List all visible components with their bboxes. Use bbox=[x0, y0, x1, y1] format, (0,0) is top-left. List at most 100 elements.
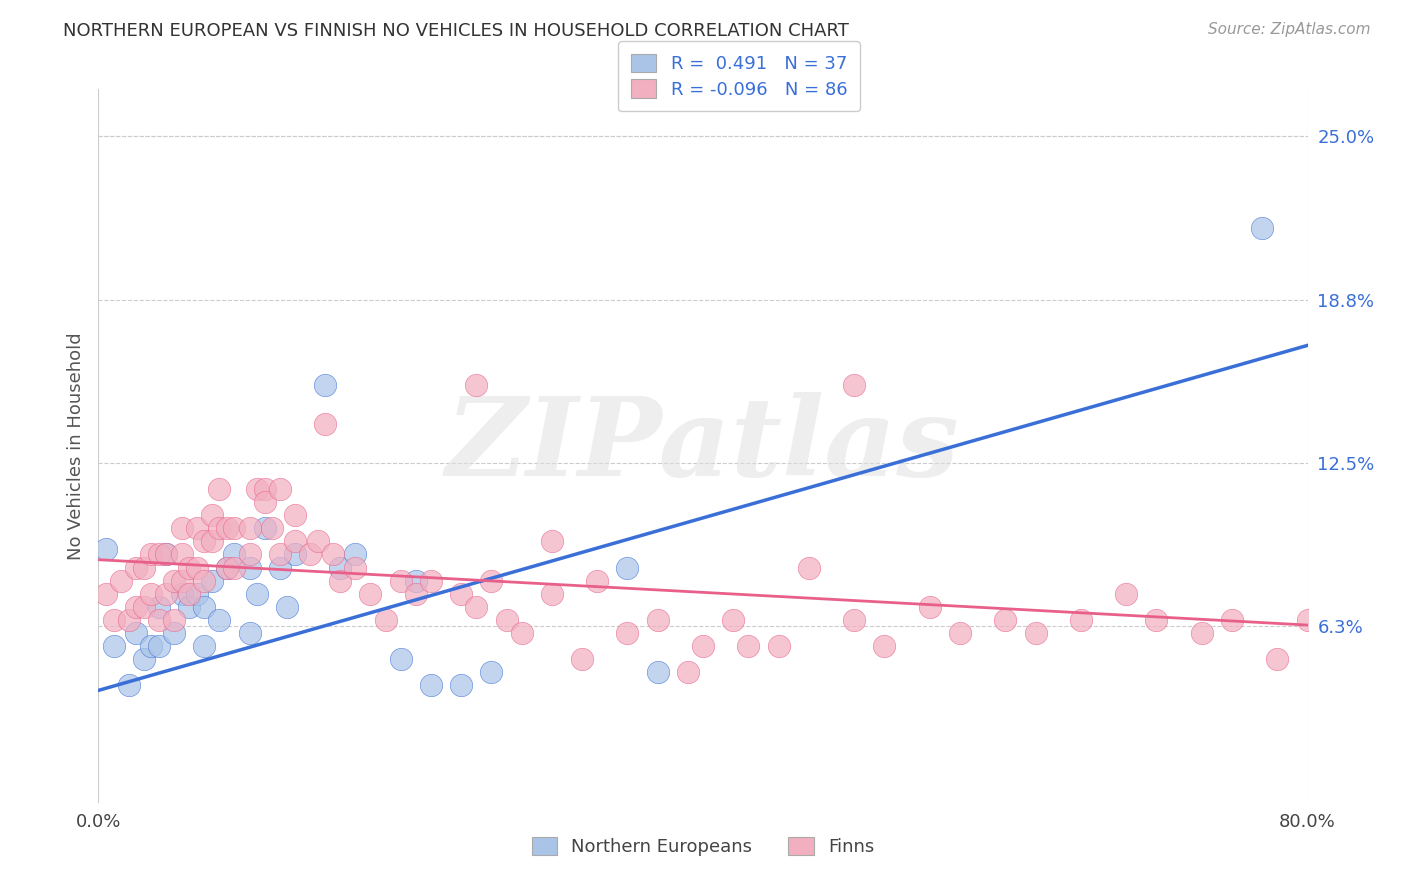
Point bbox=[155, 548, 177, 562]
Point bbox=[1267, 652, 1289, 666]
Point bbox=[208, 482, 231, 496]
Point bbox=[540, 534, 562, 549]
Point bbox=[125, 599, 148, 614]
Point bbox=[616, 626, 638, 640]
Point bbox=[481, 665, 503, 679]
Point bbox=[450, 587, 472, 601]
Point bbox=[405, 574, 427, 588]
Point bbox=[329, 560, 352, 574]
Point bbox=[193, 574, 215, 588]
Point bbox=[994, 613, 1017, 627]
Point bbox=[692, 639, 714, 653]
Point bbox=[94, 587, 117, 601]
Point bbox=[1220, 613, 1243, 627]
Point bbox=[1115, 587, 1137, 601]
Point bbox=[186, 521, 208, 535]
Point bbox=[148, 639, 170, 653]
Point bbox=[103, 639, 125, 653]
Point bbox=[571, 652, 593, 666]
Point bbox=[193, 534, 215, 549]
Point bbox=[110, 574, 132, 588]
Point bbox=[465, 599, 488, 614]
Point bbox=[141, 587, 163, 601]
Point bbox=[322, 548, 344, 562]
Point bbox=[215, 521, 238, 535]
Point bbox=[1024, 626, 1046, 640]
Point bbox=[723, 613, 745, 627]
Point bbox=[208, 521, 231, 535]
Point bbox=[148, 613, 170, 627]
Point bbox=[389, 574, 412, 588]
Point bbox=[155, 548, 177, 562]
Point bbox=[262, 521, 284, 535]
Point bbox=[163, 613, 186, 627]
Point bbox=[208, 613, 231, 627]
Point bbox=[420, 574, 443, 588]
Point bbox=[329, 574, 352, 588]
Point bbox=[284, 508, 307, 523]
Point bbox=[253, 495, 276, 509]
Point bbox=[495, 613, 517, 627]
Point bbox=[284, 548, 307, 562]
Point bbox=[239, 548, 262, 562]
Point bbox=[193, 639, 215, 653]
Point bbox=[269, 482, 291, 496]
Point bbox=[193, 599, 215, 614]
Point bbox=[224, 548, 246, 562]
Point bbox=[510, 626, 533, 640]
Point bbox=[239, 521, 262, 535]
Point bbox=[647, 665, 669, 679]
Point bbox=[132, 599, 155, 614]
Point bbox=[125, 626, 148, 640]
Point bbox=[314, 377, 336, 392]
Point bbox=[118, 678, 141, 692]
Point bbox=[586, 574, 609, 588]
Point bbox=[215, 560, 238, 574]
Point bbox=[132, 560, 155, 574]
Point bbox=[344, 548, 367, 562]
Point bbox=[186, 587, 208, 601]
Point bbox=[125, 560, 148, 574]
Point bbox=[344, 560, 367, 574]
Point bbox=[155, 587, 177, 601]
Point bbox=[118, 613, 141, 627]
Point bbox=[647, 613, 669, 627]
Point bbox=[94, 542, 117, 557]
Point bbox=[163, 574, 186, 588]
Point bbox=[132, 652, 155, 666]
Point bbox=[676, 665, 699, 679]
Point bbox=[389, 652, 412, 666]
Point bbox=[246, 482, 269, 496]
Point bbox=[949, 626, 972, 640]
Point bbox=[148, 599, 170, 614]
Point bbox=[170, 587, 193, 601]
Point bbox=[239, 626, 262, 640]
Point bbox=[186, 560, 208, 574]
Y-axis label: No Vehicles in Household: No Vehicles in Household bbox=[66, 332, 84, 560]
Point bbox=[1296, 613, 1319, 627]
Point bbox=[170, 521, 193, 535]
Text: ZIPatlas: ZIPatlas bbox=[446, 392, 960, 500]
Point bbox=[307, 534, 329, 549]
Point bbox=[170, 548, 193, 562]
Point bbox=[269, 560, 291, 574]
Point bbox=[450, 678, 472, 692]
Point bbox=[224, 560, 246, 574]
Point bbox=[873, 639, 896, 653]
Text: NORTHERN EUROPEAN VS FINNISH NO VEHICLES IN HOUSEHOLD CORRELATION CHART: NORTHERN EUROPEAN VS FINNISH NO VEHICLES… bbox=[63, 22, 849, 40]
Point bbox=[1070, 613, 1092, 627]
Point bbox=[540, 587, 562, 601]
Point bbox=[737, 639, 759, 653]
Point bbox=[253, 482, 276, 496]
Point bbox=[299, 548, 322, 562]
Point bbox=[201, 534, 224, 549]
Point bbox=[314, 417, 336, 431]
Point bbox=[844, 377, 866, 392]
Point bbox=[616, 560, 638, 574]
Point bbox=[768, 639, 790, 653]
Point bbox=[276, 599, 298, 614]
Point bbox=[253, 521, 276, 535]
Text: Source: ZipAtlas.com: Source: ZipAtlas.com bbox=[1208, 22, 1371, 37]
Point bbox=[201, 574, 224, 588]
Point bbox=[465, 377, 488, 392]
